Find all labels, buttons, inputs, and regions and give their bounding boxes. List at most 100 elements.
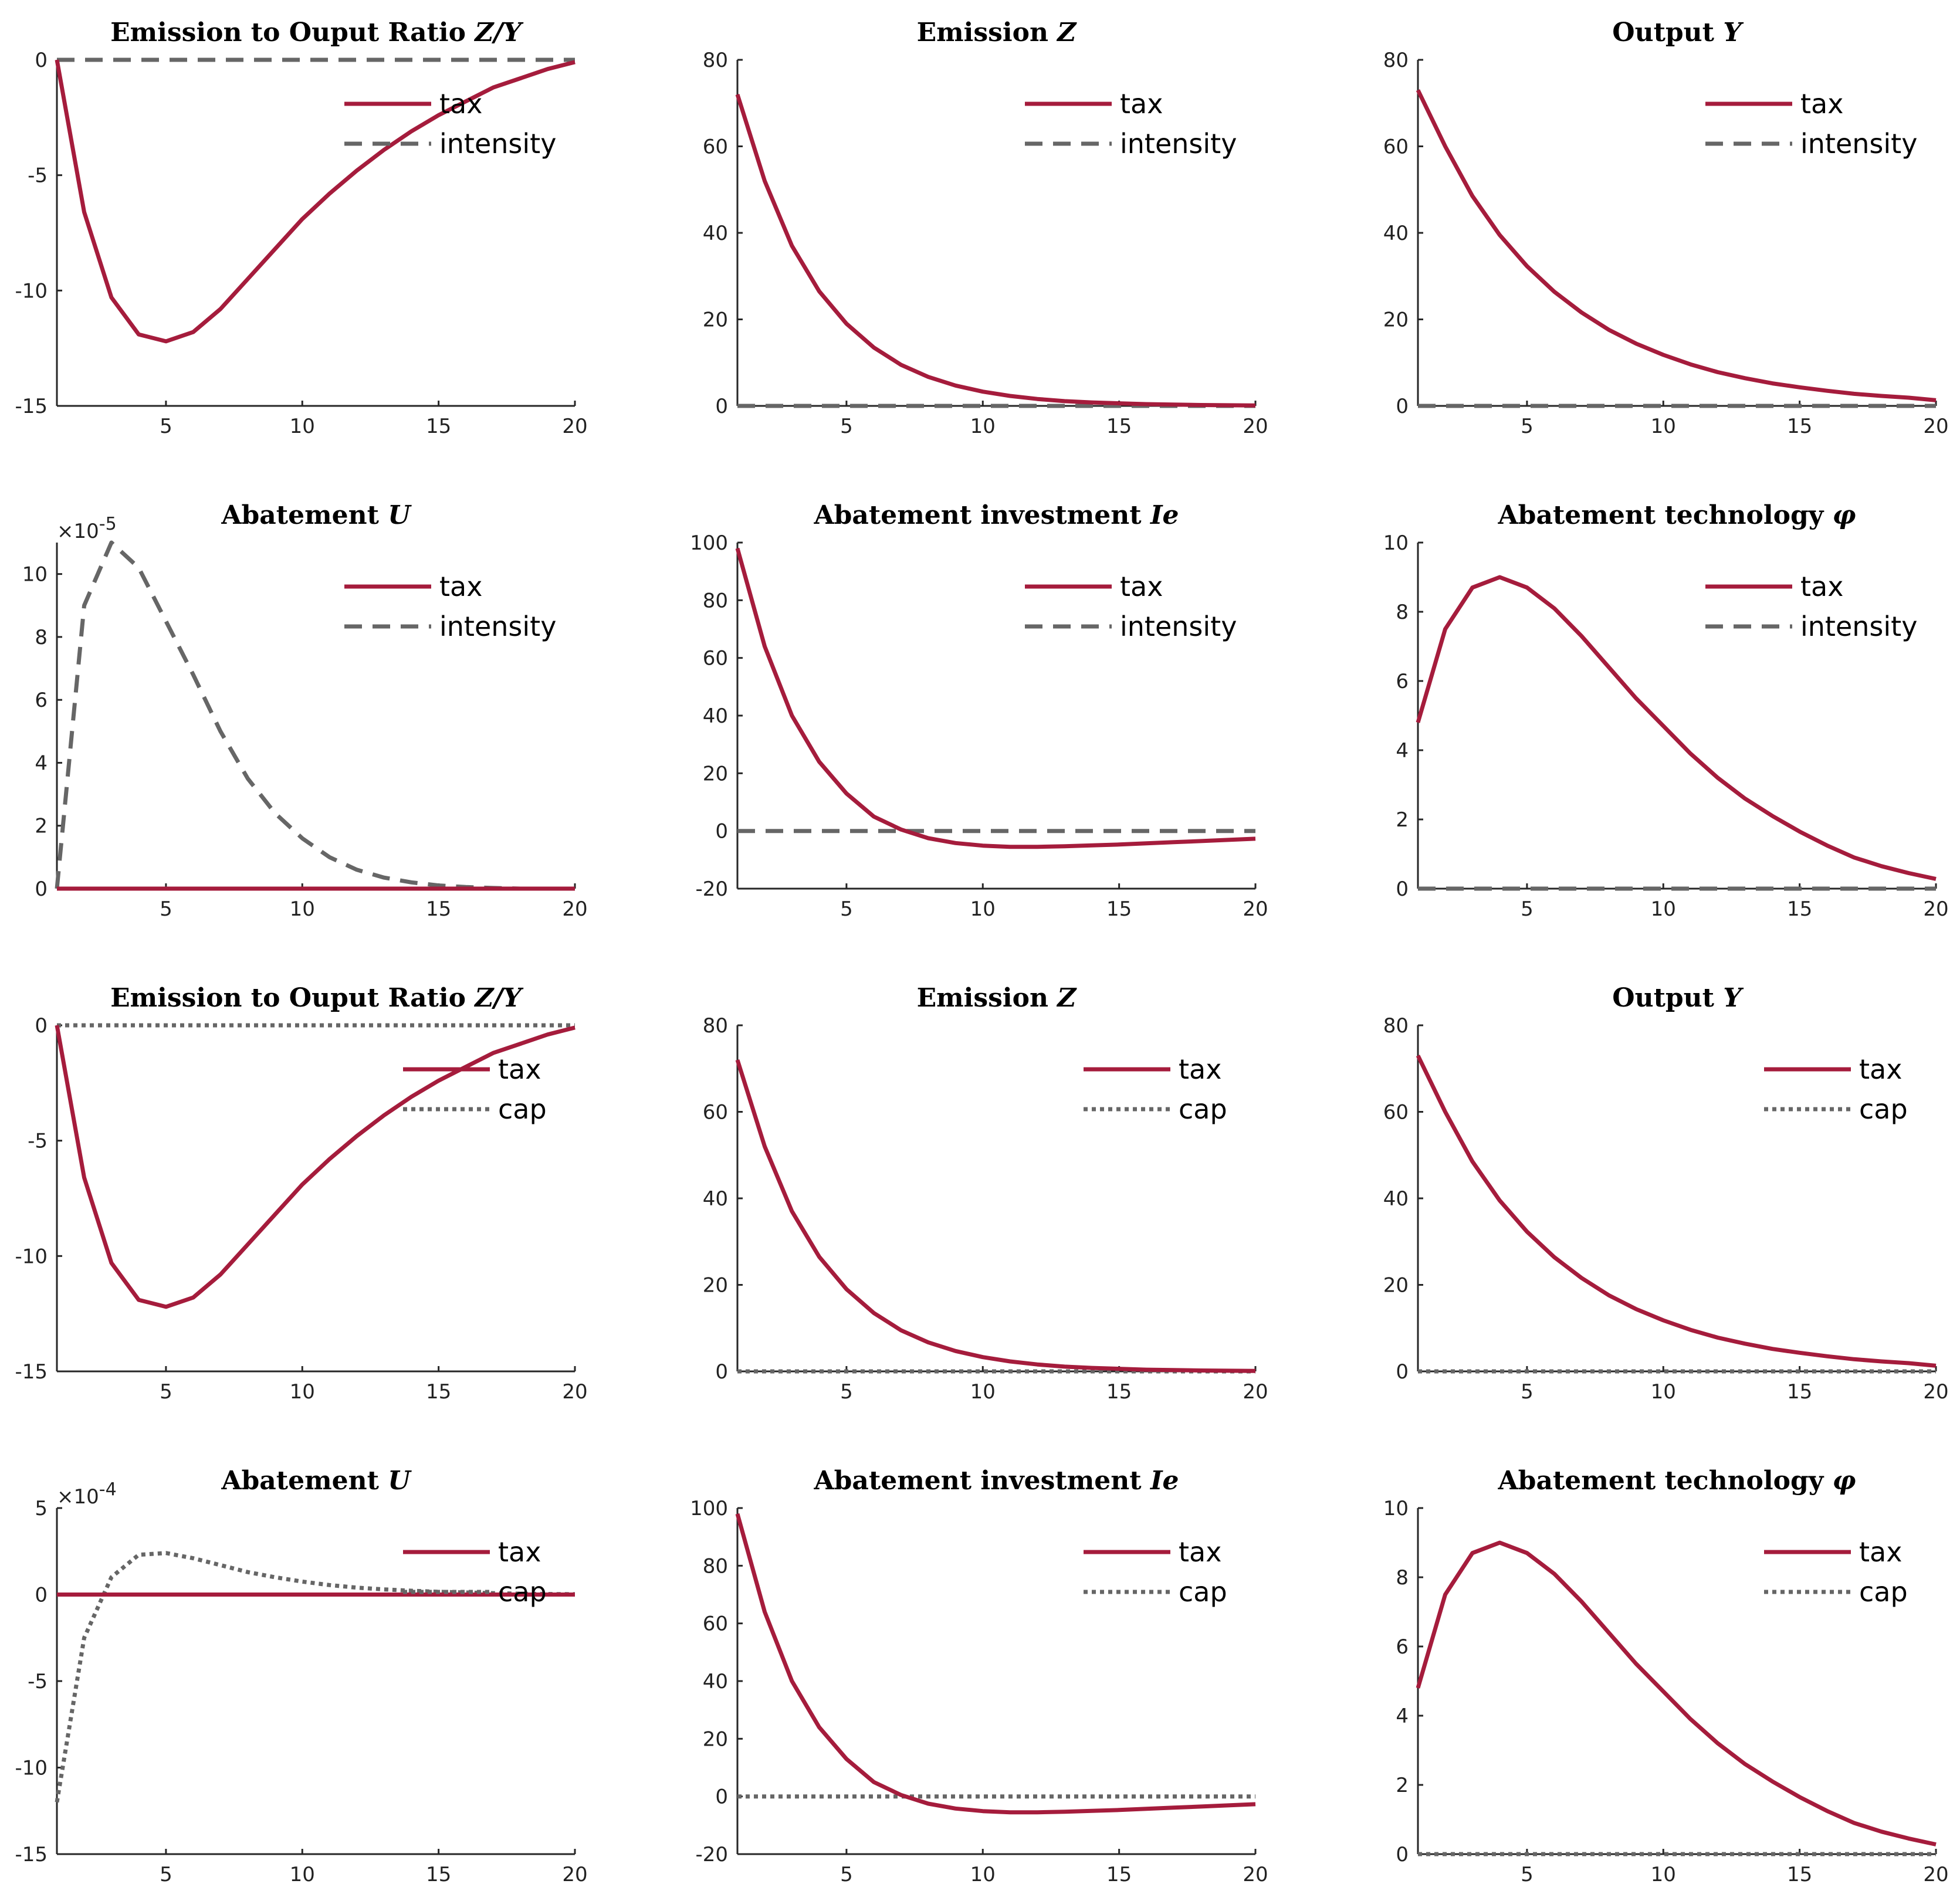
x-tick-label: 15 [426,897,451,921]
chart-title-text: Emission [917,18,1058,48]
x-tick-label: 10 [1651,1380,1676,1404]
legend-label-intensity: intensity [439,128,556,160]
chart-title-math: Y [1723,18,1744,48]
x-tick-label: 20 [1923,897,1948,921]
y-tick-label: 6 [1396,1635,1409,1659]
chart-title-math: Ie [1149,1466,1179,1496]
chart-panel-8: Emission Z 5 10 15 20 0 20 40 60 80 tax cap [703,983,1268,1404]
x-tick-label: 5 [840,1380,853,1404]
chart-panel-12: Abatement technology φ 5 10 15 20 0 2 4 6 8 10 tax c… [1383,1466,1949,1886]
x-tick-label: 15 [426,415,451,438]
y-tick-label: -10 [15,1245,48,1268]
legend-label-cap: cap [1179,1576,1227,1608]
x-tick-label: 15 [1787,1380,1812,1404]
y-scale-base: ×10 [57,520,99,543]
x-tick-label: 15 [426,1380,451,1404]
chart-title-text: Abatement [221,1466,388,1496]
chart-panel-7: Emission to Ouput Ratio Z/Y 5 10 15 20 0 -5 -10… [15,983,587,1404]
y-tick-label: 40 [703,1670,728,1693]
x-tick-label: 20 [1243,1863,1268,1886]
legend-label-tax: tax [1120,571,1163,602]
y-tick-label: 40 [1383,222,1409,245]
y-tick-label: 80 [703,589,728,612]
x-tick-label: 5 [160,1380,172,1404]
x-tick-label: 10 [290,1380,315,1404]
y-tick-label: 60 [703,647,728,670]
x-tick-label: 15 [1106,897,1132,921]
y-tick-label: 0 [35,1584,48,1607]
chart-title-math: φ [1833,500,1856,530]
y-tick-label: 8 [1396,1566,1409,1590]
chart-title-text: Emission [917,983,1058,1013]
y-tick-label: 100 [690,1497,728,1520]
y-tick-label: 20 [703,1727,728,1751]
y-tick-label: 20 [1383,1274,1409,1297]
legend-label-intensity: intensity [439,611,556,642]
y-tick-label: 60 [1383,1101,1409,1124]
legend-label-cap: cap [498,1093,547,1125]
y-tick-label: 6 [35,689,48,712]
x-tick-label: 20 [562,1380,587,1404]
chart-panel-9: Output Y 5 10 15 20 0 20 40 60 80 tax cap [1383,983,1949,1404]
y-tick-label: 0 [1396,395,1409,418]
x-tick-label: 10 [970,415,996,438]
chart-title-math: Ie [1149,500,1179,530]
y-tick-label: 20 [1383,309,1409,332]
y-tick-label: 5 [35,1497,48,1520]
chart-title-math: Z [1056,983,1077,1013]
y-tick-label: 60 [703,1612,728,1636]
chart-title: Abatement technology φ [1498,1466,1856,1496]
x-tick-label: 5 [840,415,853,438]
y-tick-label: 10 [22,563,48,587]
y-tick-label: 60 [1383,135,1409,159]
legend-label-intensity: intensity [1120,611,1237,642]
y-tick-label: 80 [703,49,728,72]
series-line-tax [55,1025,576,1309]
y-tick-label: -15 [15,395,48,418]
y-tick-label: 0 [715,820,728,843]
y-tick-label: 60 [703,1101,728,1124]
chart-title: Abatement U [221,1466,412,1496]
chart-panel-10: Abatement U 5 10 15 20 5 0 -5 -10 -15 ×10-4 tax cap [15,1466,587,1886]
x-tick-label: 10 [290,1863,315,1886]
y-tick-label: 0 [35,1014,48,1038]
y-tick-label: 80 [1383,1014,1409,1038]
y-scale-label: ×10-5 [57,514,117,543]
chart-title: Emission Z [917,18,1078,48]
chart-title-text: Abatement [221,500,388,530]
series-line-tax [55,59,576,344]
x-tick-label: 10 [290,415,315,438]
series-line-tax [1416,1055,1937,1368]
x-tick-label: 20 [562,1863,587,1886]
legend-label-cap: cap [1179,1093,1227,1125]
legend-label-tax: tax [1120,88,1163,120]
y-tick-label: 2 [1396,808,1409,832]
legend-label-tax: tax [498,1053,541,1085]
chart-panel-3: Output Y 5 10 15 20 0 20 40 60 80 tax intensity [1383,18,1949,438]
y-tick-label: 10 [1383,531,1409,555]
y-tick-label: 0 [35,49,48,72]
x-tick-label: 10 [1651,415,1676,438]
chart-title-math: U [388,1466,412,1496]
legend-label-cap: cap [1859,1576,1908,1608]
x-tick-label: 15 [1787,897,1812,921]
chart-title-text: Emission to Ouput Ratio [110,18,475,48]
x-tick-label: 5 [840,1863,853,1886]
chart-title: Abatement investment Ie [813,1466,1179,1496]
y-tick-label: 40 [703,222,728,245]
series-line-tax [735,547,1256,849]
y-tick-label: 0 [715,395,728,418]
series-line-tax [1416,1540,1937,1846]
legend-label-tax: tax [1179,1536,1221,1568]
y-tick-label: 6 [1396,670,1409,693]
x-tick-label: 10 [1651,1863,1676,1886]
y-tick-label: 80 [703,1554,728,1578]
series-line-tax [1416,575,1937,881]
legend-label-intensity: intensity [1800,128,1917,160]
x-tick-label: 10 [290,897,315,921]
x-tick-label: 15 [1106,415,1132,438]
chart-title-text: Abatement technology [1498,1466,1833,1496]
legend-label-tax: tax [439,88,482,120]
x-tick-label: 15 [1787,1863,1812,1886]
x-tick-label: 20 [562,897,587,921]
